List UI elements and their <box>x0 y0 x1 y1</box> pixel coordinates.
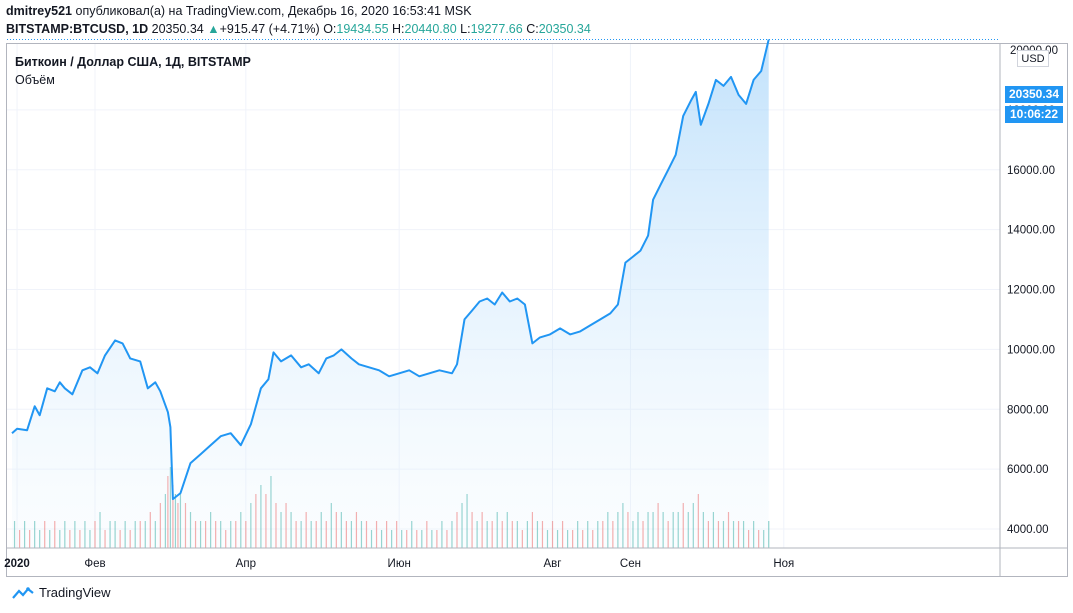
y-tick-label: 8000.00 <box>1007 404 1049 416</box>
published-text: опубликовал(а) на TradingView.com, Декаб… <box>75 4 472 18</box>
low-value: 19277.66 <box>470 22 523 36</box>
x-tick-label: 2020 <box>4 558 30 570</box>
y-tick-label: 4000.00 <box>1007 524 1049 536</box>
currency-button[interactable]: USD <box>1017 50 1049 67</box>
brand-name: TradingView <box>39 585 111 600</box>
tradingview-logo-icon <box>12 586 34 599</box>
price-area-fill <box>12 39 769 548</box>
y-tick-label: 12000.00 <box>1007 285 1055 297</box>
x-tick-label: Сен <box>620 558 641 570</box>
symbol-label: BITSTAMP:BTCUSD, 1D <box>6 22 149 36</box>
high-value: 20440.80 <box>404 22 457 36</box>
y-tick-label: 16000.00 <box>1007 165 1055 177</box>
x-tick-label: Апр <box>236 558 256 570</box>
close-value: 20350.34 <box>538 22 591 36</box>
x-tick-label: Июн <box>388 558 411 570</box>
close-label: C: <box>526 22 539 36</box>
author-name[interactable]: dmitrey521 <box>6 4 73 18</box>
x-tick-label: Фев <box>84 558 105 570</box>
chart-frame <box>6 43 1068 577</box>
low-label: L: <box>460 22 471 36</box>
x-tick-label: Ноя <box>773 558 794 570</box>
y-tick-label: 6000.00 <box>1007 464 1049 476</box>
y-tick-label: 10000.00 <box>1007 344 1055 356</box>
legend-title[interactable]: Биткоин / Доллар США, 1Д, BITSTAMP <box>15 55 251 69</box>
price-line <box>11 39 770 501</box>
last-price: 20350.34 <box>151 22 204 36</box>
footer-brand[interactable]: TradingView <box>12 585 111 600</box>
price-change: +915.47 (+4.71%) <box>219 22 320 36</box>
symbol-ohlc-line: BITSTAMP:BTCUSD, 1D 20350.34 ▲+915.47 (+… <box>6 22 591 36</box>
change-arrow-icon: ▲ <box>207 22 220 36</box>
chart-legend: Биткоин / Доллар США, 1Д, BITSTAMP Объём <box>15 53 251 89</box>
y-tick-label: 14000.00 <box>1007 225 1055 237</box>
open-value: 19434.55 <box>336 22 389 36</box>
last-price-tag: 20350.34 <box>1005 86 1063 103</box>
publication-info: dmitrey521 опубликовал(а) на TradingView… <box>6 4 472 18</box>
high-label: H: <box>392 22 405 36</box>
x-tick-label: Авг <box>544 558 562 570</box>
volume-bar <box>768 521 770 548</box>
open-label: O: <box>323 22 337 36</box>
legend-volume-label[interactable]: Объём <box>15 73 55 87</box>
bar-countdown-tag: 10:06:22 <box>1005 106 1063 123</box>
